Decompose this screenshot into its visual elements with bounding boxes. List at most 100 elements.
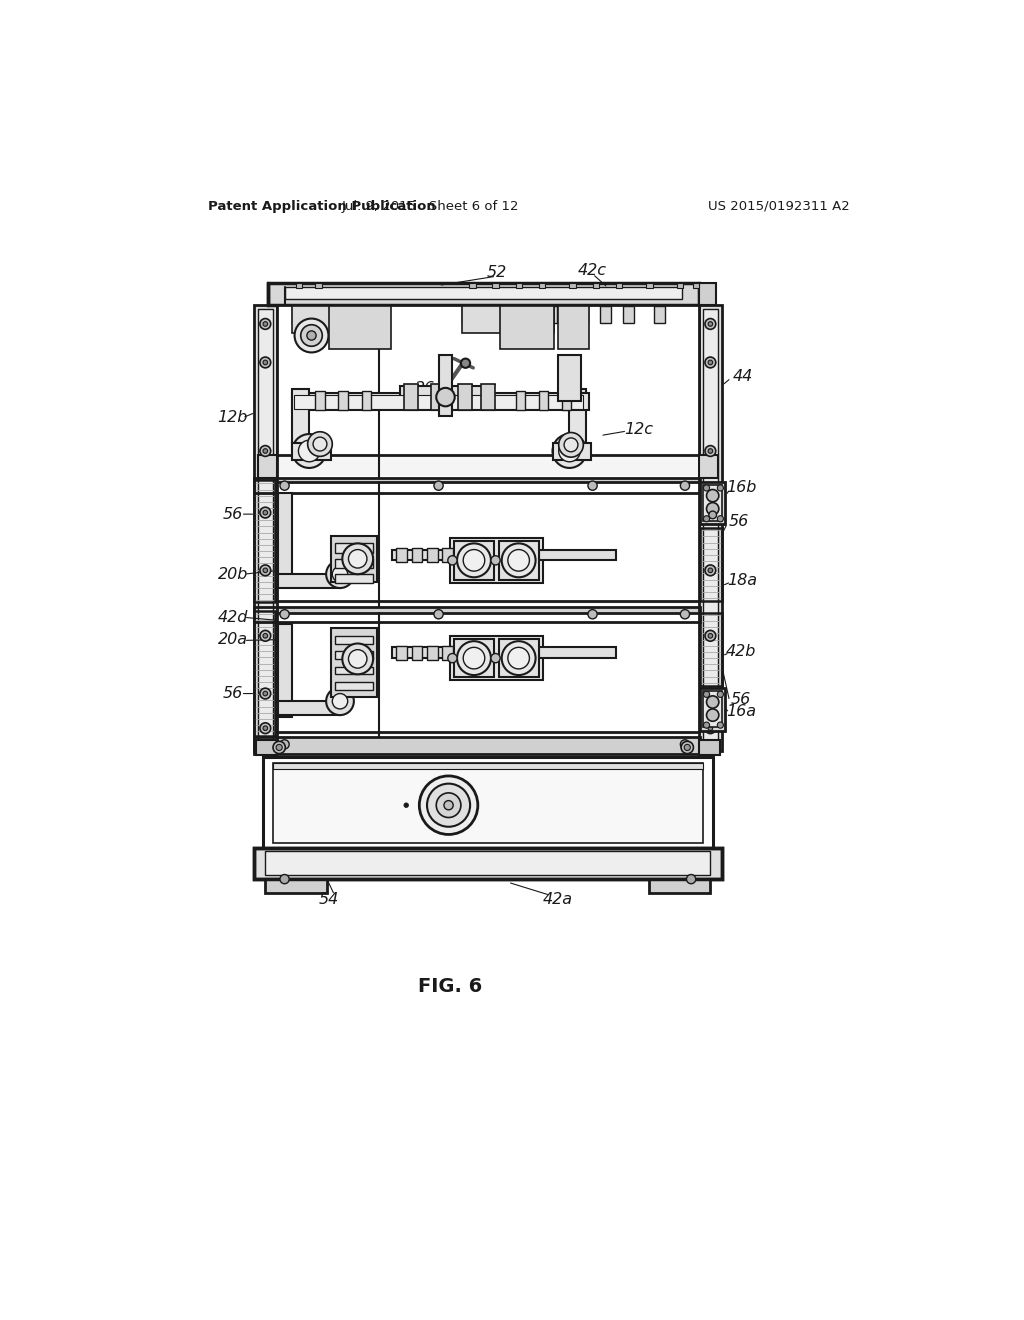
Bar: [279, 701, 340, 715]
Bar: [438, 355, 453, 416]
Bar: [279, 574, 340, 589]
Bar: [578, 306, 588, 323]
Bar: [700, 482, 725, 524]
Circle shape: [260, 723, 270, 734]
Circle shape: [703, 484, 710, 491]
Circle shape: [280, 610, 289, 619]
Bar: [553, 444, 591, 461]
Bar: [500, 306, 554, 348]
Bar: [412, 548, 422, 562]
Bar: [254, 607, 700, 622]
Bar: [258, 309, 273, 747]
Circle shape: [260, 688, 270, 700]
Bar: [254, 305, 276, 751]
Bar: [335, 667, 373, 675]
Circle shape: [703, 516, 710, 521]
Circle shape: [717, 722, 724, 729]
Bar: [698, 305, 722, 751]
Circle shape: [280, 480, 289, 490]
Bar: [315, 284, 322, 288]
Bar: [335, 636, 373, 644]
Text: 44: 44: [732, 368, 753, 384]
Circle shape: [457, 544, 490, 577]
Bar: [515, 284, 521, 288]
Bar: [254, 478, 700, 494]
Bar: [702, 309, 718, 747]
Bar: [265, 879, 327, 892]
Circle shape: [295, 318, 329, 352]
Bar: [335, 574, 373, 583]
Circle shape: [564, 438, 578, 451]
Text: 42b: 42b: [726, 644, 757, 659]
Bar: [700, 612, 722, 686]
Circle shape: [260, 358, 270, 368]
Circle shape: [502, 544, 536, 577]
Circle shape: [707, 709, 719, 721]
Text: FIG. 6: FIG. 6: [418, 977, 482, 995]
Text: 54: 54: [319, 891, 339, 907]
Circle shape: [705, 507, 716, 517]
Bar: [279, 614, 697, 735]
Bar: [254, 607, 700, 622]
Bar: [273, 763, 702, 843]
Circle shape: [273, 742, 286, 754]
Bar: [700, 528, 722, 601]
Circle shape: [461, 359, 470, 368]
Bar: [615, 284, 622, 288]
Circle shape: [436, 793, 461, 817]
Bar: [273, 763, 702, 770]
Circle shape: [348, 649, 367, 668]
Bar: [458, 384, 472, 411]
Bar: [493, 284, 499, 288]
Bar: [294, 395, 584, 409]
Bar: [267, 284, 698, 305]
Text: Jul. 9, 2015   Sheet 6 of 12: Jul. 9, 2015 Sheet 6 of 12: [342, 199, 519, 213]
Circle shape: [313, 437, 327, 451]
Circle shape: [342, 644, 373, 675]
Bar: [703, 692, 722, 727]
Bar: [254, 480, 275, 602]
Circle shape: [436, 388, 455, 407]
Bar: [499, 541, 539, 579]
Bar: [558, 306, 589, 348]
Circle shape: [686, 874, 695, 884]
Circle shape: [326, 560, 354, 589]
Bar: [427, 548, 438, 562]
Bar: [539, 391, 548, 411]
Text: 42d: 42d: [218, 610, 248, 624]
Circle shape: [298, 441, 319, 462]
Bar: [646, 284, 652, 288]
Bar: [396, 548, 407, 562]
Bar: [539, 647, 615, 659]
Circle shape: [717, 692, 724, 697]
Text: Patent Application Publication: Patent Application Publication: [208, 199, 435, 213]
Bar: [292, 389, 309, 451]
Bar: [254, 611, 275, 737]
Circle shape: [705, 723, 716, 734]
Bar: [267, 284, 698, 305]
Circle shape: [708, 511, 713, 515]
Text: 30: 30: [513, 558, 534, 574]
Bar: [258, 455, 276, 478]
Bar: [562, 393, 589, 411]
Circle shape: [705, 688, 716, 700]
Circle shape: [276, 744, 283, 751]
Bar: [263, 758, 713, 849]
Bar: [569, 284, 575, 288]
Bar: [254, 305, 276, 751]
Bar: [569, 389, 587, 451]
Bar: [562, 391, 571, 411]
Circle shape: [705, 446, 716, 457]
Bar: [431, 384, 444, 411]
Circle shape: [263, 449, 267, 453]
Circle shape: [717, 484, 724, 491]
Circle shape: [263, 360, 267, 364]
Bar: [254, 478, 700, 494]
Bar: [335, 682, 373, 689]
Bar: [254, 849, 722, 879]
Text: 12c: 12c: [625, 422, 653, 437]
Bar: [649, 879, 711, 892]
Bar: [292, 306, 303, 323]
Bar: [392, 647, 454, 659]
Bar: [315, 391, 325, 411]
